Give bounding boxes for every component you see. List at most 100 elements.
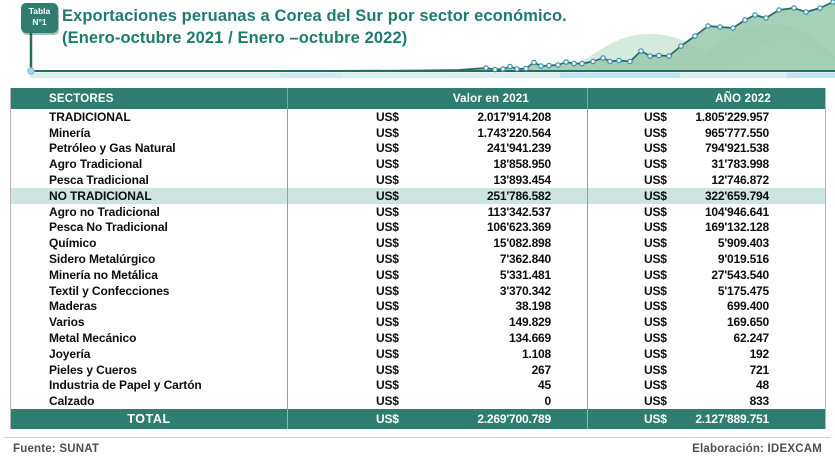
chart-point-marker xyxy=(600,55,606,61)
table-row: Químico US$ 15'082.898 US$ 5'909.403 xyxy=(11,235,825,252)
chart-point-marker xyxy=(742,17,748,23)
currency-label: US$ xyxy=(376,157,399,172)
chart-point-marker xyxy=(571,60,577,67)
chart-point-marker xyxy=(492,66,498,73)
currency-label: US$ xyxy=(644,157,667,172)
value-2022-cell: US$ 794'921.538 xyxy=(587,140,825,157)
value-2021: 38.198 xyxy=(515,299,551,314)
table-row: TRADICIONAL US$ 2.017'914.208 US$ 1.805'229.… xyxy=(11,109,825,125)
value-2022: 794'921.538 xyxy=(704,141,769,156)
header: Tabla N°1 Exportaciones peruanas a Corea… xyxy=(0,0,835,86)
chart-point-marker xyxy=(500,66,506,72)
currency-label: US$ xyxy=(644,362,667,377)
currency-label: US$ xyxy=(644,141,667,156)
chart-point-marker xyxy=(647,53,653,59)
table-row: Industria de Papel y Cartón US$ 45 US$ 48 xyxy=(11,377,825,394)
table-row: Calzado US$ 0 US$ 833 xyxy=(11,393,825,410)
chart-point-marker xyxy=(563,59,569,65)
currency-label: US$ xyxy=(644,109,667,124)
table-row: NO TRADICIONAL US$ 251'786.582 US$ 322'659.7… xyxy=(11,187,825,204)
value-2022: 5'909.403 xyxy=(717,236,769,251)
value-2021: 7'362.840 xyxy=(499,252,551,267)
currency-label: US$ xyxy=(644,125,667,140)
value-2021-cell: US$ 5'331.481 xyxy=(287,266,587,283)
value-2022: 1.805'229.957 xyxy=(695,109,769,124)
chart-point-marker xyxy=(523,65,529,72)
value-2021-cell: US$ 1.108 xyxy=(287,345,587,362)
value-2021-cell: US$ 149.829 xyxy=(287,314,587,331)
table-row: Agro Tradicional US$ 18'858.950 US$ 31'783.9… xyxy=(11,156,825,173)
value-2022-cell: US$ 965'777.550 xyxy=(587,124,825,141)
chart-point-marker xyxy=(678,43,684,49)
chart-point-marker xyxy=(555,62,561,68)
chart-point-marker xyxy=(627,58,633,65)
chart-point-marker xyxy=(705,23,711,29)
column-header-2022: AÑO 2022 xyxy=(587,88,825,109)
currency-label: US$ xyxy=(376,299,399,314)
sector-name: Petróleo y Gas Natural xyxy=(49,141,176,156)
value-2021-cell: US$ 38.198 xyxy=(287,298,587,315)
table-body: TRADICIONAL US$ 2.017'914.208 US$ 1.805'229.… xyxy=(11,109,825,410)
value-2022: 62.247 xyxy=(733,331,769,346)
total-value-2022: 2.127'889.751 xyxy=(695,412,769,427)
table-number-badge: Tabla N°1 xyxy=(21,3,58,33)
chart-point-marker xyxy=(763,15,769,21)
currency-label: US$ xyxy=(376,394,399,409)
decorative-area-chart xyxy=(27,0,835,78)
table-row: Petróleo y Gas Natural US$ 241'941.239 US$ 7… xyxy=(11,140,825,157)
table-header-row: SECTORES Valor en 2021 AÑO 2022 xyxy=(11,88,825,109)
currency-label: US$ xyxy=(644,378,667,393)
table-total-row: TOTAL US$ 2.269'700.789 US$ 2.127'889.75… xyxy=(11,409,825,430)
chart-point-marker xyxy=(483,65,489,71)
chart-bottom-strip xyxy=(30,72,835,78)
value-2021: 241'941.239 xyxy=(486,141,551,156)
currency-label: US$ xyxy=(376,331,399,346)
chart-point-marker xyxy=(803,9,809,15)
currency-label: US$ xyxy=(644,188,667,203)
sector-name: Minería xyxy=(49,125,91,140)
table-row: Pieles y Cueros US$ 267 US$ 721 xyxy=(11,361,825,378)
chart-area xyxy=(30,2,835,72)
currency-label: US$ xyxy=(376,283,399,298)
sector-name: Químico xyxy=(49,236,97,251)
value-2022-cell: US$ 5'175.475 xyxy=(587,282,825,299)
value-2021: 13'893.454 xyxy=(493,173,551,188)
sector-name: Pesca No Tradicional xyxy=(49,220,168,235)
currency-label: US$ xyxy=(644,173,667,188)
value-2022: 192 xyxy=(749,346,770,361)
value-2022-cell: US$ 104'946.641 xyxy=(587,203,825,220)
total-value-2021: 2.269'700.789 xyxy=(477,412,551,427)
sector-name: NO TRADICIONAL xyxy=(49,188,152,203)
value-2021: 3'370.342 xyxy=(499,283,551,298)
value-2022-cell: US$ 1.805'229.957 xyxy=(587,109,825,125)
total-label: TOTAL xyxy=(127,412,171,427)
table-row: Maderas US$ 38.198 US$ 699.400 xyxy=(11,298,825,315)
currency-label: US$ xyxy=(376,378,399,393)
chart-bottom-strip xyxy=(787,72,835,78)
sector-name: Textil y Confecciones xyxy=(49,283,170,298)
title-line2: (Enero-octubre 2021 / Enero –octubre 202… xyxy=(62,29,408,47)
value-2021: 267 xyxy=(531,362,552,377)
value-2021: 149.829 xyxy=(509,315,551,330)
currency-label: US$ xyxy=(644,315,667,330)
title-line1: Exportaciones peruanas a Corea del Sur p… xyxy=(62,7,567,25)
currency-label: US$ xyxy=(644,394,667,409)
chart-point-marker xyxy=(656,52,662,59)
value-2021: 18'858.950 xyxy=(493,157,551,172)
value-2021-cell: US$ 13'893.454 xyxy=(287,172,587,188)
value-2022-cell: US$ 12'746.872 xyxy=(587,172,825,188)
page-title: Exportaciones peruanas a Corea del Sur p… xyxy=(62,5,567,49)
value-2022-cell: US$ 322'659.794 xyxy=(587,187,825,204)
value-2021: 0 xyxy=(544,394,552,409)
chart-point-marker xyxy=(830,0,835,5)
value-2022: 833 xyxy=(749,394,770,409)
chart-bottom-strip xyxy=(560,72,680,78)
value-2022-cell: US$ 699.400 xyxy=(587,298,825,315)
table-row: Minería US$ 1.743'220.564 US$ 965'777.550 xyxy=(11,124,825,141)
value-2022: 31'783.998 xyxy=(711,157,769,172)
value-2021-cell: US$ 134.669 xyxy=(287,330,587,346)
sector-name: Pesca Tradicional xyxy=(49,173,149,188)
value-2022: 12'746.872 xyxy=(711,173,769,188)
chart-point-marker xyxy=(752,12,758,18)
sector-name: Agro Tradicional xyxy=(49,157,143,172)
